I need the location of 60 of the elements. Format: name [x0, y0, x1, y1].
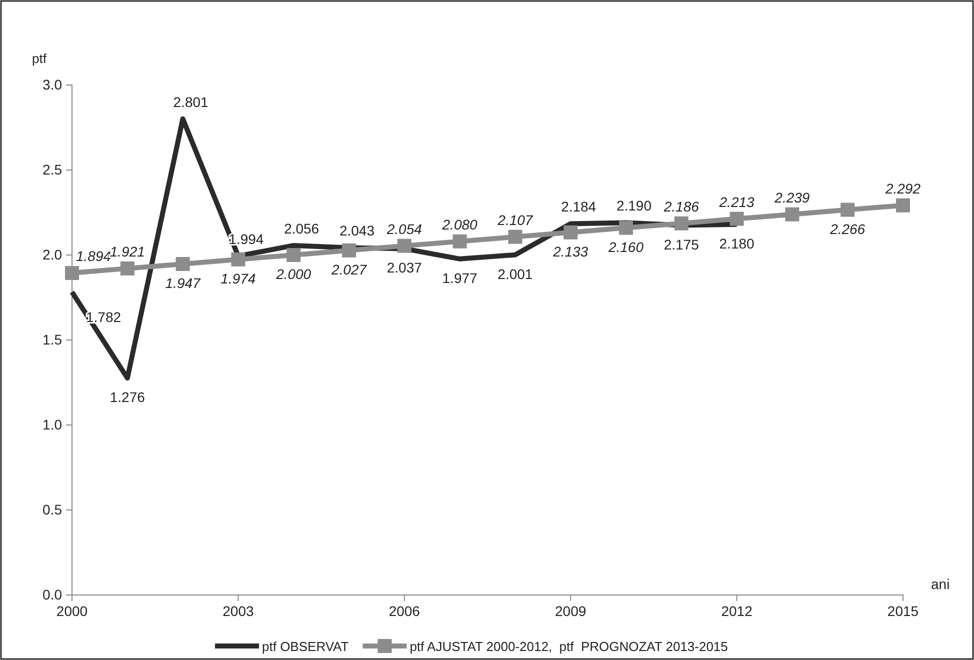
- data-label: 2.043: [339, 222, 375, 239]
- x-tick-label: 2006: [388, 602, 420, 619]
- data-label: 2.801: [173, 94, 209, 110]
- y-tick-label: 0.0: [42, 586, 62, 602]
- point: [508, 230, 522, 244]
- data-label: 2.000: [275, 266, 312, 282]
- point: [397, 238, 412, 253]
- y-tick-label: 3.0: [42, 76, 62, 92]
- y-tick-label: 2.5: [42, 161, 62, 178]
- point: [840, 202, 855, 217]
- y-tick-label: 0.5: [42, 501, 62, 518]
- data-label: 2.239: [774, 189, 810, 206]
- point: [452, 234, 467, 248]
- data-label: 1.974: [220, 270, 256, 286]
- x-axis-title: ani: [931, 576, 950, 592]
- data-label: 1.276: [110, 389, 146, 406]
- data-label: 2.213: [718, 194, 755, 210]
- y-tick-label: 1.0: [42, 416, 62, 432]
- data-label: 2.054: [386, 220, 422, 237]
- point: [619, 220, 633, 235]
- point: [785, 207, 800, 222]
- point: [896, 198, 910, 212]
- y-axis-title: ptf: [32, 51, 47, 66]
- point: [342, 243, 356, 258]
- point: [564, 225, 578, 240]
- data-label: 1.921: [110, 243, 145, 260]
- legend-label: ptf OBSERVAT: [262, 639, 349, 654]
- data-label: 2.184: [561, 198, 596, 215]
- data-label: 2.080: [441, 216, 478, 232]
- x-tick-label: 2009: [555, 602, 586, 619]
- x-tick-label: 2003: [222, 602, 254, 619]
- legend-label: ptf AJUSTAT 2000-2012, ptf PROGNOZAT 2013-2015: [410, 639, 728, 654]
- x-tick-label: 2015: [887, 602, 919, 619]
- data-label: 2.027: [330, 261, 368, 278]
- y-tick-label: 1.5: [42, 331, 62, 348]
- data-label: 1.894: [76, 248, 112, 264]
- point: [120, 261, 134, 276]
- data-label: 2.266: [829, 220, 866, 237]
- data-label: 2.037: [386, 260, 422, 276]
- y-tick-label: 2.0: [42, 246, 62, 262]
- data-label: 2.292: [884, 180, 921, 196]
- data-label: 2.175: [664, 236, 700, 252]
- data-label: 2.186: [662, 198, 700, 214]
- point: [730, 212, 744, 226]
- point: [674, 216, 688, 230]
- data-label: 2.180: [719, 235, 755, 252]
- x-tick-label: 2012: [721, 602, 753, 619]
- data-label: 2.107: [496, 212, 534, 228]
- data-label: 2.001: [498, 266, 533, 282]
- point: [65, 266, 79, 280]
- data-label: 2.056: [284, 220, 320, 236]
- point: [176, 257, 190, 272]
- data-label: 2.190: [616, 198, 652, 214]
- point: [231, 252, 246, 266]
- data-label: 1.977: [442, 270, 478, 286]
- x-tick-label: 2000: [56, 602, 88, 619]
- point: [286, 248, 301, 262]
- data-label: 2.133: [552, 243, 588, 260]
- data-label: 1.947: [165, 275, 202, 292]
- data-label: 2.160: [607, 238, 644, 255]
